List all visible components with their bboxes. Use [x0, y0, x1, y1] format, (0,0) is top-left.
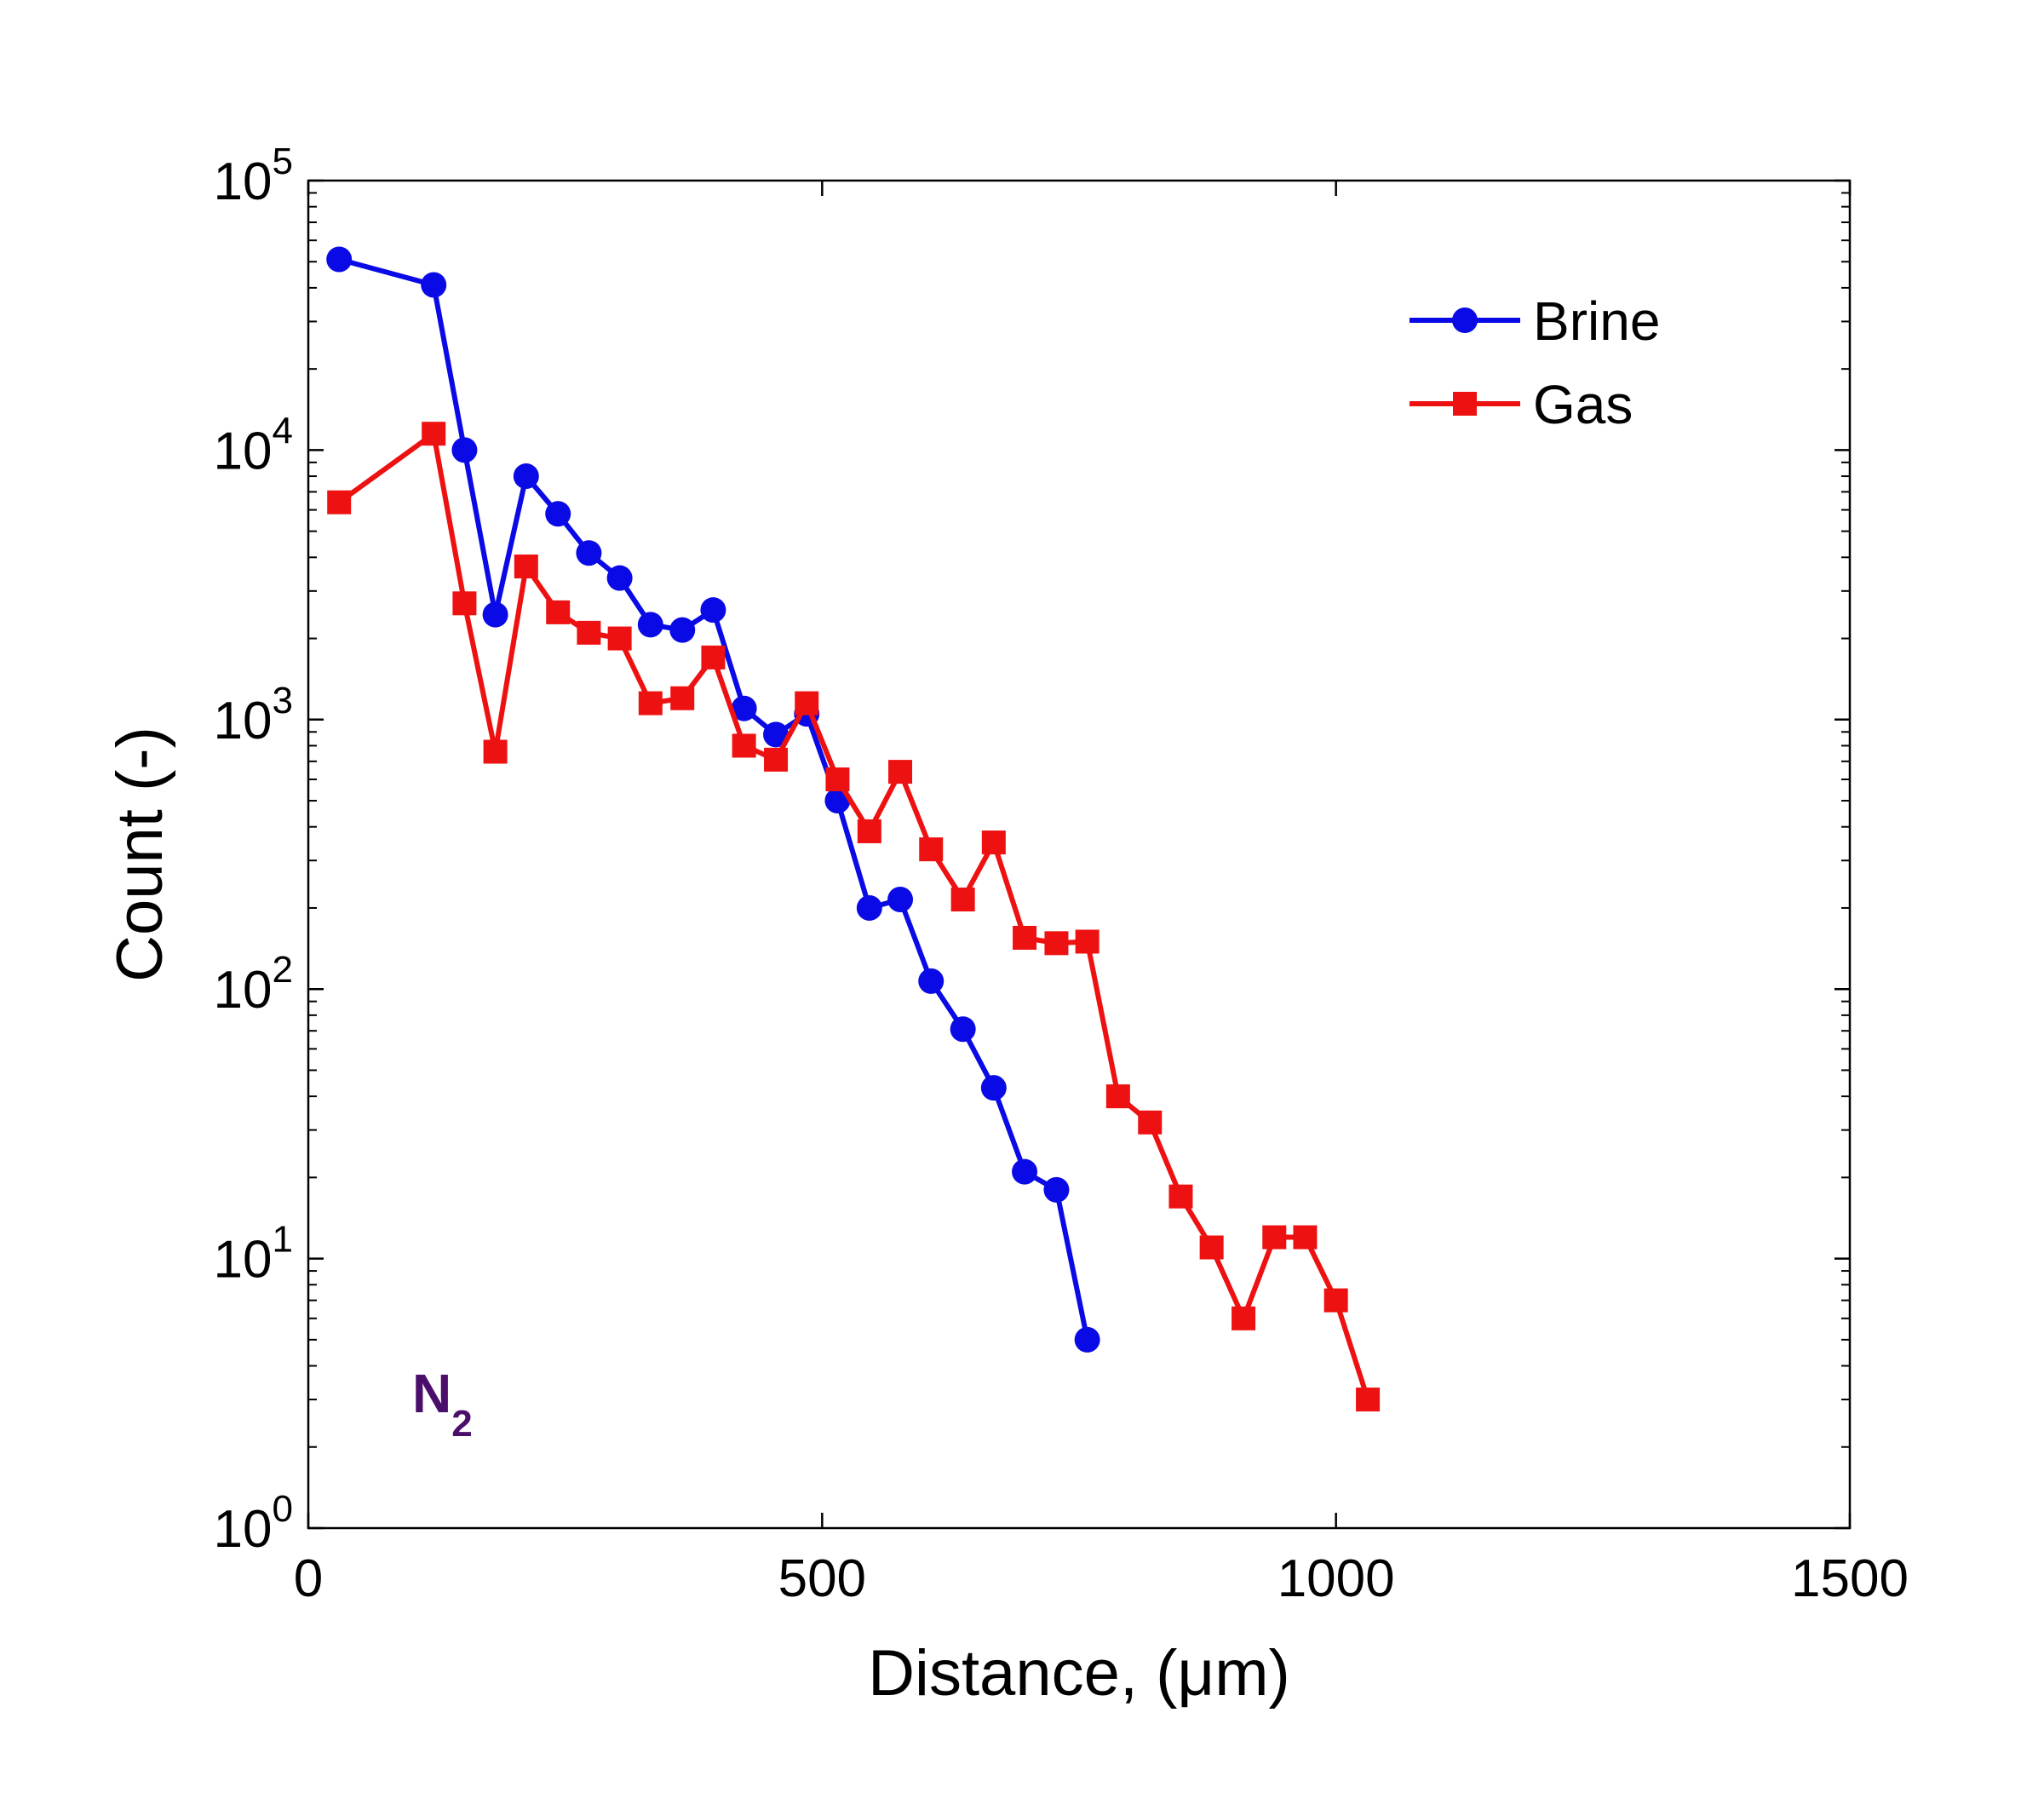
y-tick-label: 105 — [214, 141, 293, 211]
x-tick-label: 1000 — [1278, 1549, 1395, 1608]
data-point-gas — [483, 739, 508, 764]
legend: Brine Gas — [1410, 290, 1660, 435]
data-point-gas — [327, 490, 352, 514]
y-tick-label-exponent: 4 — [273, 410, 293, 451]
y-tick-label: 100 — [214, 1488, 293, 1559]
data-point-gas — [1356, 1388, 1381, 1412]
y-tick-label: 104 — [214, 410, 293, 480]
data-point-brine — [887, 887, 914, 913]
data-point-brine — [918, 968, 944, 994]
data-point-brine — [950, 1016, 976, 1043]
x-tick-label: 1500 — [1791, 1549, 1909, 1608]
x-axis-title: Distance, (μm) — [868, 1637, 1290, 1710]
data-point-gas — [1105, 1084, 1130, 1109]
legend-label-gas: Gas — [1533, 374, 1633, 435]
x-tick-label: 500 — [778, 1549, 866, 1608]
y-tick-label-base: 10 — [214, 152, 273, 211]
axis-ticks — [307, 179, 1852, 1530]
series-line-brine — [338, 256, 1090, 1341]
y-tick-label: 102 — [214, 949, 293, 1020]
data-point-gas — [546, 600, 571, 624]
data-point-gas — [857, 819, 881, 843]
data-point-gas — [1044, 931, 1069, 956]
data-point-gas — [577, 620, 601, 645]
data-point-gas — [1232, 1306, 1256, 1330]
data-point-gas — [764, 747, 789, 772]
series-layer — [326, 246, 1381, 1412]
y-tick-label-base: 10 — [214, 961, 273, 1020]
data-point-brine — [576, 540, 602, 566]
annotation-n2: N2 — [412, 1363, 473, 1445]
data-point-gas — [514, 555, 538, 579]
data-point-brine — [856, 894, 882, 921]
data-point-gas — [919, 837, 944, 862]
data-point-gas — [1323, 1288, 1348, 1313]
x-tick-label: 0 — [294, 1549, 323, 1608]
legend-marker-brine — [1452, 307, 1478, 333]
annotation-subscript: 2 — [451, 1403, 472, 1445]
data-point-gas — [981, 830, 1006, 855]
y-tick-label-exponent: 1 — [273, 1219, 293, 1261]
y-tick-label-exponent: 0 — [273, 1488, 293, 1530]
y-tick-label-exponent: 5 — [273, 141, 293, 182]
data-point-gas — [732, 733, 756, 758]
data-point-gas — [825, 767, 850, 791]
data-point-gas — [795, 691, 819, 715]
y-tick-label-base: 10 — [214, 692, 273, 750]
data-point-brine — [513, 463, 539, 490]
data-point-brine — [545, 501, 571, 527]
data-point-brine — [980, 1075, 1007, 1101]
data-point-brine — [731, 695, 757, 721]
y-tick-label-exponent: 3 — [273, 680, 293, 721]
data-point-gas — [1075, 929, 1100, 954]
data-point-brine — [606, 565, 633, 591]
series-gas — [327, 422, 1381, 1412]
data-point-gas — [1293, 1225, 1318, 1250]
data-point-gas — [1168, 1184, 1193, 1209]
data-point-gas — [670, 686, 695, 710]
data-point-gas — [1013, 925, 1037, 950]
data-point-brine — [1043, 1176, 1070, 1203]
data-point-brine — [637, 612, 663, 638]
data-point-brine — [451, 437, 478, 463]
y-tick-label-exponent: 2 — [273, 949, 293, 991]
data-point-brine — [1074, 1326, 1100, 1353]
annotation-main-text: N — [412, 1363, 451, 1424]
y-tick-label: 101 — [214, 1219, 293, 1290]
data-point-gas — [1199, 1235, 1224, 1260]
series-brine — [326, 246, 1100, 1353]
y-axis-title: Count (-) — [104, 727, 176, 982]
y-tick-label-base: 10 — [214, 1500, 273, 1559]
data-point-brine — [1012, 1158, 1038, 1185]
legend-marker-gas — [1453, 392, 1477, 416]
data-point-brine — [669, 617, 696, 643]
legend-label-brine: Brine — [1533, 290, 1660, 352]
data-point-gas — [701, 645, 726, 670]
y-tick-label-base: 10 — [214, 422, 273, 480]
data-point-brine — [421, 272, 447, 298]
data-point-brine — [700, 597, 726, 624]
data-point-gas — [638, 691, 663, 715]
y-tick-label: 103 — [214, 680, 293, 750]
data-point-brine — [763, 721, 789, 748]
data-point-gas — [607, 626, 632, 651]
plot-frame — [307, 179, 1852, 1530]
data-point-gas — [950, 888, 975, 912]
data-point-gas — [1138, 1110, 1163, 1135]
data-point-gas — [888, 760, 913, 784]
data-point-gas — [422, 422, 446, 446]
data-point-brine — [326, 246, 353, 273]
data-point-brine — [482, 601, 508, 628]
data-point-gas — [452, 591, 477, 616]
legend-item-gas: Gas — [1410, 374, 1633, 435]
y-tick-label-base: 10 — [214, 1231, 273, 1290]
data-point-gas — [1262, 1225, 1287, 1250]
legend-item-brine: Brine — [1410, 290, 1660, 352]
